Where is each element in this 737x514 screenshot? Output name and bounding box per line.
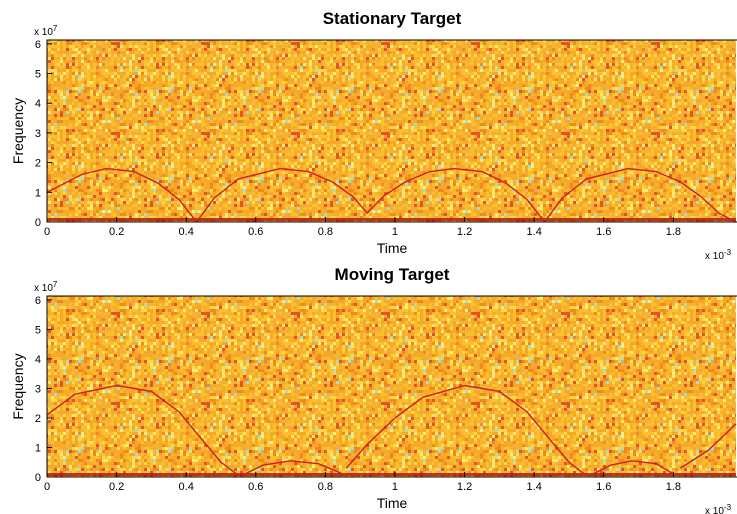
- x-tick-label: 1.2: [457, 226, 472, 238]
- y-tick-label: 2: [35, 413, 41, 425]
- y-axis-label: Frequency: [10, 98, 26, 164]
- y-tick-label: 0: [35, 217, 41, 229]
- y-tick-label: 0: [35, 472, 41, 484]
- y-multiplier: x 107: [34, 280, 58, 294]
- x-axis-label: Time: [377, 495, 408, 511]
- x-tick-label: 1.2: [457, 481, 472, 493]
- x-tick-label: 1.6: [596, 481, 611, 493]
- y-tick-label: 1: [35, 442, 41, 454]
- y-tick-label: 3: [35, 383, 41, 395]
- x-tick-label: 1.8: [666, 226, 681, 238]
- y-tick-label: 5: [35, 69, 41, 81]
- x-tick-label: 0.8: [318, 226, 333, 238]
- x-tick-label: 1.8: [666, 481, 681, 493]
- x-axis-label: Time: [377, 240, 408, 256]
- y-multiplier-base: x 10: [34, 27, 53, 38]
- y-tick-label: 4: [35, 354, 41, 366]
- spectrogram-background: [47, 40, 736, 222]
- x-tick-label: 0.4: [179, 226, 194, 238]
- x-tick-label: 1: [392, 481, 398, 493]
- x-tick-label: 0.2: [109, 226, 124, 238]
- y-multiplier-exponent: 7: [53, 24, 58, 33]
- x-multiplier: x 10-3: [705, 248, 732, 262]
- x-multiplier-exponent: -3: [724, 503, 732, 512]
- spectrogram-background: [47, 296, 736, 477]
- chart-title: Stationary Target: [323, 9, 462, 28]
- x-tick-label: 0.8: [318, 481, 333, 493]
- x-multiplier-exponent: -3: [724, 248, 732, 257]
- x-multiplier-base: x 10: [705, 251, 724, 262]
- x-tick-label: 1.4: [527, 481, 542, 493]
- x-tick-label: 1: [392, 226, 398, 238]
- x-tick-label: 1.4: [527, 226, 542, 238]
- y-axis-label: Frequency: [10, 353, 26, 419]
- y-tick-label: 5: [35, 324, 41, 336]
- y-tick-label: 6: [35, 39, 41, 51]
- dc-band: [47, 218, 736, 221]
- x-multiplier: x 10-3: [705, 503, 732, 514]
- x-tick-label: 0.2: [109, 481, 124, 493]
- x-tick-label: 0.6: [248, 481, 263, 493]
- y-tick-label: 6: [35, 295, 41, 307]
- x-tick-label: 1.6: [596, 226, 611, 238]
- y-multiplier-base: x 10: [34, 283, 53, 294]
- x-tick-label: 0.4: [179, 481, 194, 493]
- x-tick-label: 0: [44, 226, 50, 238]
- x-multiplier-base: x 10: [705, 506, 724, 514]
- y-multiplier-exponent: 7: [53, 280, 58, 289]
- y-tick-label: 3: [35, 128, 41, 140]
- x-tick-label: 0.6: [248, 226, 263, 238]
- y-tick-label: 1: [35, 187, 41, 199]
- dc-band: [47, 473, 736, 476]
- y-tick-label: 4: [35, 98, 41, 110]
- chart-title: Moving Target: [335, 265, 450, 284]
- x-tick-label: 0: [44, 481, 50, 493]
- y-tick-label: 2: [35, 158, 41, 170]
- y-multiplier: x 107: [34, 24, 58, 38]
